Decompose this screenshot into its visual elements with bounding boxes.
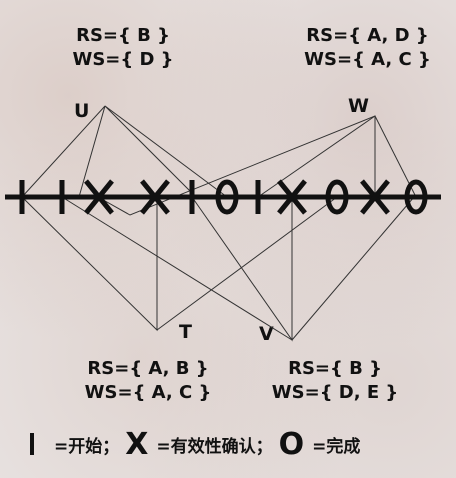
set-u-ws: WS={ D } (72, 49, 174, 70)
set-t-ws: WS={ A, C } (84, 382, 212, 403)
set-w: RS={ A, D } WS={ A, C } (300, 24, 435, 72)
connector-w (97, 115, 376, 216)
event-complete-2 (325, 179, 349, 215)
connector-v (191, 196, 293, 342)
legend-complete-text: =完成 (312, 436, 361, 457)
node-v-label: V (259, 323, 274, 345)
legend-start-symbol (30, 433, 34, 455)
legend-complete-symbol: O (278, 426, 305, 462)
connector-lines (21, 105, 417, 342)
set-v-rs: RS={ B } (288, 358, 382, 379)
set-w-rs: RS={ A, D } (306, 25, 429, 46)
set-u: RS={ B } WS={ D } (68, 24, 178, 72)
set-t: RS={ A, B } WS={ A, C } (78, 357, 218, 405)
node-t-label: T (179, 321, 192, 343)
timeline-events (19, 179, 428, 215)
set-v: RS={ B } WS={ D, E } (265, 357, 405, 405)
event-validate-3 (277, 179, 307, 215)
set-u-rs: RS={ B } (76, 25, 170, 46)
connector-u-complete (104, 105, 228, 198)
event-complete-1 (215, 179, 239, 215)
legend-start-text: =开始； (54, 436, 120, 457)
event-validate-1 (84, 179, 114, 215)
set-w-ws: WS={ A, C } (304, 49, 431, 70)
event-validate-2 (140, 179, 170, 215)
connector-v-complete (291, 196, 415, 341)
node-u-label: U (74, 100, 90, 122)
connector-t (21, 196, 158, 332)
node-w-label: W (348, 95, 369, 117)
legend-validate-text: =有效性确认； (156, 436, 273, 457)
connector-v-start (61, 196, 293, 341)
set-v-ws: WS={ D, E } (271, 382, 399, 403)
legend: | =开始； X =有效性确认； O =完成 (30, 422, 450, 466)
event-complete-3 (404, 179, 428, 215)
connector-w-start (257, 115, 376, 198)
set-t-rs: RS={ A, B } (87, 358, 209, 379)
legend-validate-symbol: X (125, 426, 149, 462)
event-validate-4 (360, 179, 390, 215)
connector-t-complete (156, 196, 338, 331)
connector-u-validate (104, 105, 197, 198)
